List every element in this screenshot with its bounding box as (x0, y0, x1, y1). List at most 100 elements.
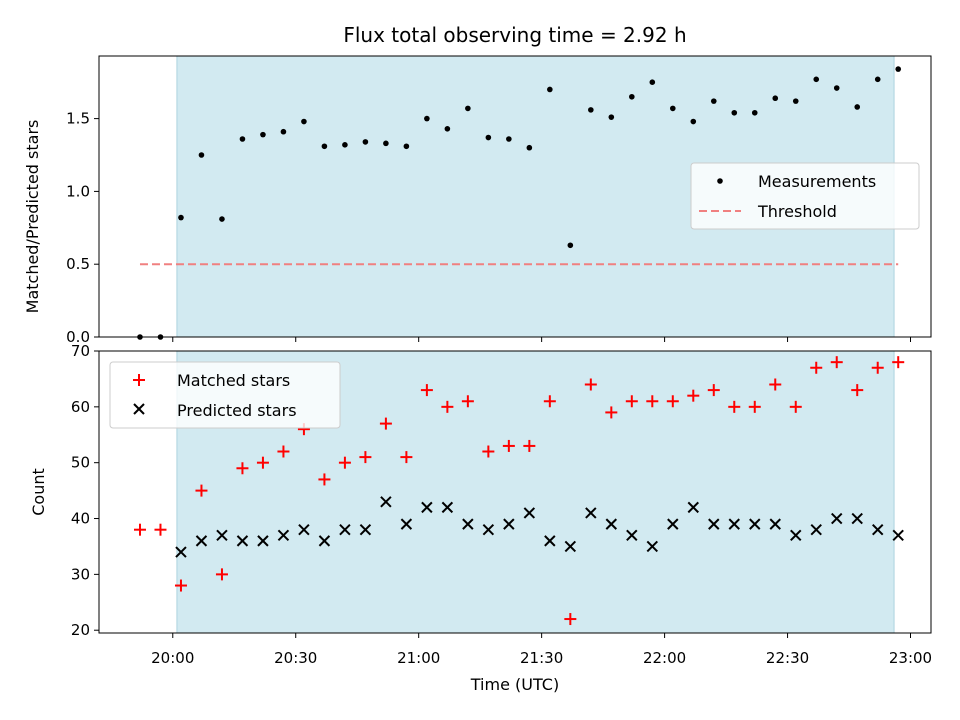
top-legend-box (690, 162, 920, 230)
measurements-legend-marker (717, 178, 723, 184)
measurement-point (792, 98, 799, 104)
predicted-star-marker (892, 529, 904, 541)
bottom-y-ticks: 20 30 40 50 60 70 (71, 342, 99, 639)
matched-star-marker (236, 462, 249, 475)
top-y-ticks: 0.0 0.5 1.0 1.5 (66, 110, 99, 346)
measurement-point (301, 118, 307, 125)
measurement-point (710, 98, 717, 104)
predicted-star-marker (769, 518, 781, 530)
matched-star-marker (441, 400, 454, 413)
matched-star-marker (748, 400, 761, 413)
matched-star-marker (133, 523, 146, 536)
x-tick-label: 20:30 (274, 649, 317, 667)
bottom-legend: Matched stars Predicted stars (109, 361, 341, 429)
matched-star-marker (154, 523, 167, 536)
predicted-star-marker (257, 535, 269, 547)
predicted-stars-points (175, 496, 904, 558)
predicted-star-marker (421, 501, 433, 514)
measurement-point (629, 93, 635, 100)
predicted-star-marker (195, 535, 208, 547)
measurement-point (465, 105, 471, 112)
matched-star-marker (256, 456, 269, 469)
measurement-point (649, 79, 656, 86)
matched-star-marker (769, 378, 782, 391)
predicted-star-marker (872, 523, 884, 536)
measurement-point (751, 109, 758, 116)
predicted-star-marker (749, 518, 761, 530)
matched-star-marker (810, 361, 823, 374)
y-tick-label: 20 (71, 621, 90, 639)
matched-star-marker (379, 417, 392, 430)
predicted-star-marker (482, 523, 495, 536)
measurement-point (669, 105, 676, 112)
x-tick-label: 21:00 (397, 649, 440, 667)
x-axis-label: Time (UTC) (470, 675, 559, 694)
predicted-star-marker (831, 512, 843, 525)
matched-star-marker (215, 568, 228, 581)
matched-legend-marker (133, 374, 145, 386)
matched-star-marker (461, 395, 474, 408)
matched-star-marker (707, 384, 720, 397)
matched-star-marker (338, 456, 351, 469)
matched-star-marker (174, 579, 187, 592)
matched-star-marker (666, 395, 679, 408)
bottom-x-ticks: 20:00 20:30 21:00 21:30 22:00 22:30 23:00 (151, 633, 932, 667)
matched-star-marker (851, 384, 864, 397)
predicted-star-marker (564, 540, 577, 553)
matched-star-marker (687, 389, 700, 402)
predicted-star-marker (503, 518, 515, 530)
predicted-star-marker (175, 546, 187, 558)
predicted-star-marker (298, 523, 310, 536)
measurement-points (137, 66, 902, 340)
predicted-legend-marker (133, 403, 145, 415)
predicted-star-marker (544, 535, 556, 547)
predicted-star-marker (523, 507, 536, 519)
measurement-point (424, 115, 430, 122)
matched-star-marker (564, 613, 577, 626)
measurement-point (362, 139, 369, 145)
predicted-star-marker (585, 507, 597, 519)
x-tick-label: 20:00 (151, 649, 194, 667)
predicted-star-marker (462, 518, 474, 530)
measurement-point (383, 140, 389, 147)
measurement-point (731, 109, 738, 116)
measurement-point (895, 66, 902, 72)
x-tick-label: 21:30 (520, 649, 563, 667)
bottom-legend-box (109, 361, 341, 429)
chart-title: Flux total observing time = 2.92 h (343, 23, 686, 47)
measurement-point (280, 128, 287, 135)
predicted-star-marker (810, 523, 822, 536)
y-tick-label: 40 (71, 510, 90, 528)
y-tick-label: 1.0 (66, 182, 90, 200)
star-count-panel: 20 30 40 50 60 70 20:00 20:30 21:00 21:30 22:00 22… (29, 342, 932, 694)
measurement-point (833, 85, 840, 91)
matched-star-marker (502, 439, 515, 452)
measurement-point (813, 76, 820, 83)
predicted-star-marker (667, 518, 679, 530)
matched-star-marker (482, 445, 495, 458)
bottom-axes-frame (98, 350, 932, 634)
matched-star-marker (625, 395, 638, 408)
measurement-point (874, 76, 881, 83)
predicted-star-marker (236, 535, 249, 547)
top-x-ticks (172, 337, 912, 342)
y-tick-label: 1.5 (66, 110, 90, 128)
measurement-point (178, 214, 184, 221)
matched-stars-points (133, 356, 905, 626)
top-y-axis-label: Matched/Predicted stars (23, 120, 42, 314)
measurement-point (526, 144, 533, 151)
measurement-point (547, 86, 553, 93)
predicted-star-marker (626, 529, 638, 541)
predicted-star-marker (851, 512, 863, 525)
measurement-point (854, 104, 861, 110)
measurement-point (444, 125, 451, 132)
matched-star-marker (605, 406, 618, 419)
matched-star-marker (584, 378, 597, 391)
measurement-point (772, 95, 779, 102)
x-tick-label: 22:30 (766, 649, 809, 667)
matched-ratio-panel: 0.0 0.5 1.0 1.5 Matched/Predicted stars Mea… (23, 55, 932, 346)
y-tick-label: 70 (71, 342, 90, 360)
x-tick-label: 22:00 (643, 649, 686, 667)
matched-star-marker (400, 451, 413, 464)
